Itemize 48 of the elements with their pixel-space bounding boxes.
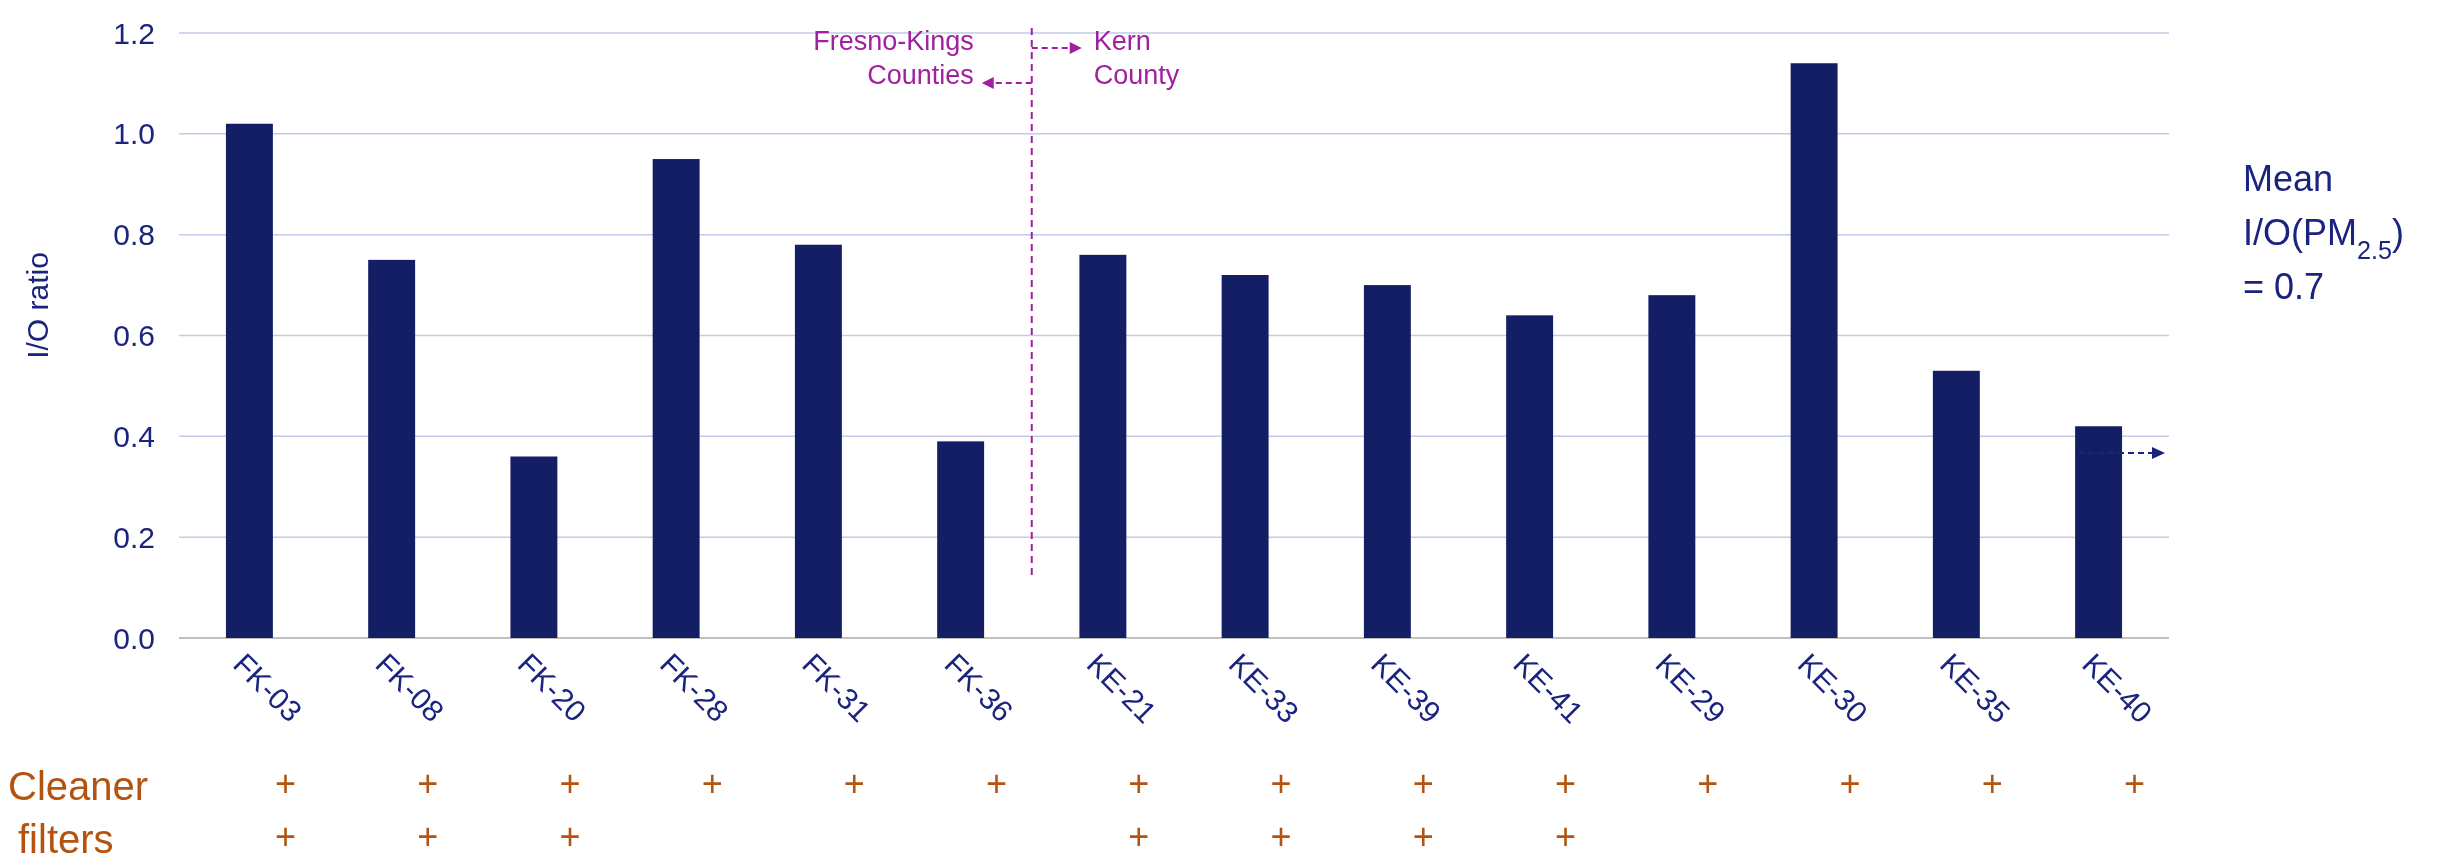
text: + [1412, 763, 1434, 804]
bar [1932, 370, 1980, 638]
bar [225, 123, 273, 638]
text: + [2124, 763, 2146, 804]
text: + [274, 763, 296, 804]
text: Mean I/O(PM$_{2.5}$) = 0.7 [2243, 158, 2405, 307]
y-tick-label: 0.8 [113, 218, 155, 252]
text: + [1839, 763, 1861, 804]
text: + [559, 763, 581, 804]
bar [1648, 295, 1696, 638]
text: + [1981, 763, 2003, 804]
y-tick-label: 1.2 [113, 16, 155, 50]
bar [1363, 285, 1411, 638]
text: + [843, 763, 865, 804]
text: + [417, 816, 439, 857]
text: + [417, 763, 439, 804]
text: Cleaner [8, 764, 149, 808]
y-tick-label: 0.4 [113, 419, 155, 453]
bar [794, 244, 842, 638]
text: + [986, 763, 1008, 804]
text: + [559, 816, 581, 857]
text: + [1270, 763, 1292, 804]
y-tick-label: 0.2 [113, 520, 155, 554]
text: + [701, 763, 723, 804]
bar [368, 259, 416, 638]
y-axis-title: I/O ratio [21, 252, 54, 359]
text: + [1555, 763, 1577, 804]
bar [1221, 275, 1269, 638]
y-tick-label: 1.0 [113, 117, 155, 151]
annotation: Fresno-Kings Counties [813, 26, 974, 90]
text: filters [18, 817, 114, 861]
bar [2075, 426, 2123, 638]
y-tick-label: 0.6 [113, 319, 155, 352]
annotation: Kern County [1093, 26, 1180, 90]
text: + [1697, 763, 1719, 804]
bar [1079, 254, 1127, 638]
y-tick-label: 0.0 [113, 621, 155, 655]
bar [510, 456, 558, 638]
text: + [1128, 816, 1150, 857]
bar [1506, 315, 1554, 638]
text: + [1412, 816, 1434, 857]
text: + [1128, 763, 1150, 804]
bar [937, 441, 985, 638]
text: + [1270, 816, 1292, 857]
bar [652, 159, 700, 638]
text: + [1555, 816, 1577, 857]
bar [1790, 63, 1838, 638]
text: + [274, 816, 296, 857]
